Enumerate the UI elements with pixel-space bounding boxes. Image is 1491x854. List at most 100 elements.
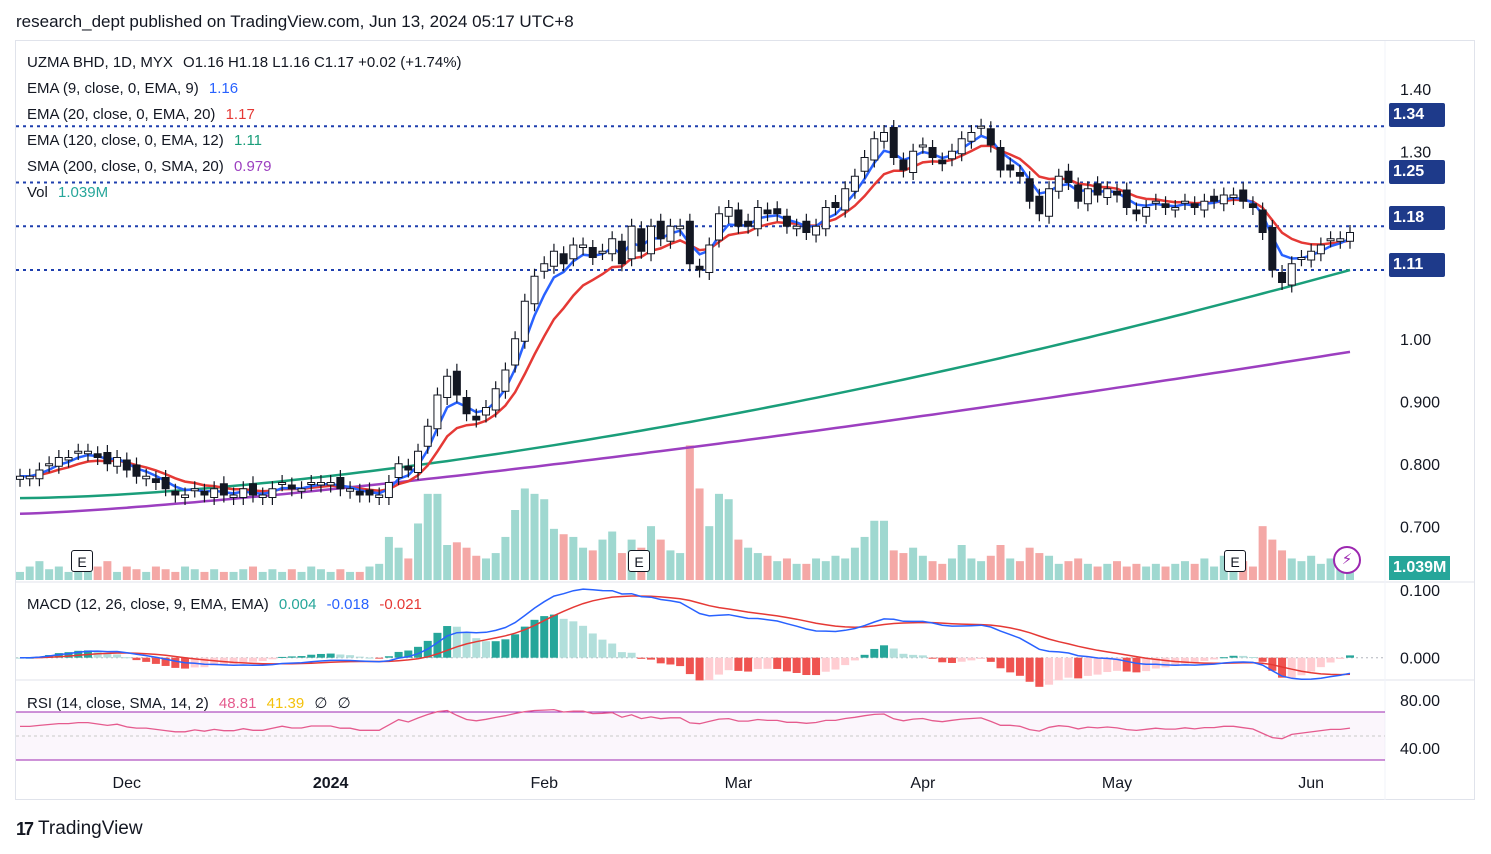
volume-bar: [802, 563, 811, 580]
macd-histogram-bar: [1083, 657, 1092, 676]
macd-histogram-bar: [287, 656, 296, 658]
macd-histogram-bar: [977, 657, 986, 659]
macd-histogram-bar: [695, 657, 704, 681]
macd-histogram-bar: [64, 652, 73, 658]
lightning-icon[interactable]: ⚡: [1333, 546, 1361, 574]
legend-macd[interactable]: MACD (12, 26, close, 9, EMA, EMA) 0.004 …: [27, 596, 428, 613]
macd-histogram-bar: [753, 657, 762, 670]
macd-histogram-bar: [452, 626, 461, 658]
macd-histogram-bar: [909, 654, 918, 658]
legend-rsi-ma: 41.39: [266, 695, 305, 712]
candle-body: [812, 225, 821, 236]
candle-body: [909, 150, 918, 173]
macd-histogram-bar: [850, 657, 859, 661]
earnings-badge[interactable]: E: [1224, 550, 1246, 572]
candle-body: [1287, 263, 1296, 286]
volume-bar: [821, 561, 830, 580]
volume-bar: [899, 553, 908, 580]
macd-histogram-bar: [860, 654, 869, 658]
legend-ema9[interactable]: EMA (9, close, 0, EMA, 9) 1.16: [27, 80, 244, 97]
candle-body: [384, 482, 393, 498]
time-axis-label: Feb: [530, 775, 558, 792]
volume-bar: [472, 555, 481, 580]
legend-sma200[interactable]: SMA (200, close, 0, SMA, 20) 0.979: [27, 158, 277, 175]
candle-body: [1122, 189, 1131, 208]
candle-body: [714, 213, 723, 241]
candle-body: [695, 265, 704, 271]
macd-histogram-bar: [676, 657, 685, 667]
macd-histogram-bar: [1346, 655, 1354, 658]
volume-bar: [880, 520, 889, 580]
macd-histogram-bar: [569, 621, 578, 658]
macd-histogram-bar: [1316, 657, 1325, 668]
macd-histogram-bar: [559, 618, 568, 658]
macd-histogram-bar: [1248, 657, 1257, 659]
volume-bar: [579, 547, 588, 580]
legend-rsi[interactable]: RSI (14, close, SMA, 14, 2) 48.81 41.39 …: [27, 694, 357, 712]
macd-histogram-bar: [433, 632, 442, 658]
volume-bar: [928, 561, 937, 580]
candle-body: [278, 482, 287, 485]
volume-bar: [16, 571, 24, 580]
rsi-line: [20, 708, 1351, 740]
volume-bar: [190, 569, 199, 580]
macd-histogram-bar: [122, 657, 131, 659]
volume-bar: [647, 526, 656, 580]
candle-body: [83, 450, 92, 455]
volume-bar: [588, 550, 597, 580]
volume-bar: [1035, 553, 1044, 580]
candle-body: [1239, 189, 1248, 202]
candle-body: [248, 483, 257, 496]
macd-histogram-bar: [812, 657, 821, 676]
candle-body: [200, 490, 209, 496]
candle-body: [802, 220, 811, 233]
volume-bar: [870, 520, 879, 580]
volume-bar: [103, 561, 112, 580]
macd-histogram-bar: [957, 657, 966, 662]
footer-brand[interactable]: 17 TradingView: [16, 818, 143, 840]
candle-body: [74, 450, 83, 454]
macd-histogram-bar: [1093, 657, 1102, 675]
candle-body: [307, 482, 316, 485]
candle-body: [559, 253, 568, 265]
candle-body: [928, 147, 937, 158]
candle-body: [142, 475, 151, 480]
candle-body: [549, 250, 558, 267]
macd-histogram-bar: [1190, 657, 1199, 663]
rsi-axis-tick: 80.00: [1400, 693, 1440, 710]
legend-ema9-value: 1.16: [208, 80, 239, 97]
volume-bar: [365, 566, 374, 580]
volume-bar: [1064, 561, 1073, 580]
candle-body: [1297, 257, 1306, 260]
legend-symbol[interactable]: UZMA BHD, 1D, MYX: [27, 54, 173, 71]
macd-histogram-bar: [540, 616, 549, 658]
candle-body: [734, 209, 743, 227]
macd-histogram-bar: [210, 657, 219, 666]
macd-histogram-bar: [889, 648, 898, 658]
macd-histogram-bar: [200, 657, 209, 668]
ema9-line: [20, 134, 1351, 496]
candle-body: [239, 488, 248, 498]
candle-body: [1064, 170, 1073, 183]
candle-body: [977, 125, 986, 129]
candle-body: [210, 488, 219, 498]
volume-bar: [986, 555, 995, 580]
candle-body: [656, 220, 665, 240]
volume-bar: [355, 571, 364, 580]
macd-signal-line: [20, 595, 1351, 676]
candle-body: [889, 127, 898, 158]
legend-volume[interactable]: Vol 1.039M: [27, 184, 114, 201]
macd-histogram-bar: [967, 657, 976, 661]
candle-body: [45, 463, 54, 467]
legend-ema20[interactable]: EMA (20, close, 0, EMA, 20) 1.17: [27, 106, 261, 123]
legend-ema120[interactable]: EMA (120, close, 0, EMA, 12) 1.11: [27, 132, 268, 149]
candle-body: [850, 175, 859, 192]
volume-bar: [248, 566, 257, 580]
earnings-badge[interactable]: E: [628, 550, 650, 572]
earnings-badge[interactable]: E: [71, 550, 93, 572]
candle-body: [481, 407, 490, 416]
candle-body: [1248, 203, 1257, 208]
volume-bar: [617, 553, 626, 580]
macd-histogram-bar: [365, 657, 374, 659]
